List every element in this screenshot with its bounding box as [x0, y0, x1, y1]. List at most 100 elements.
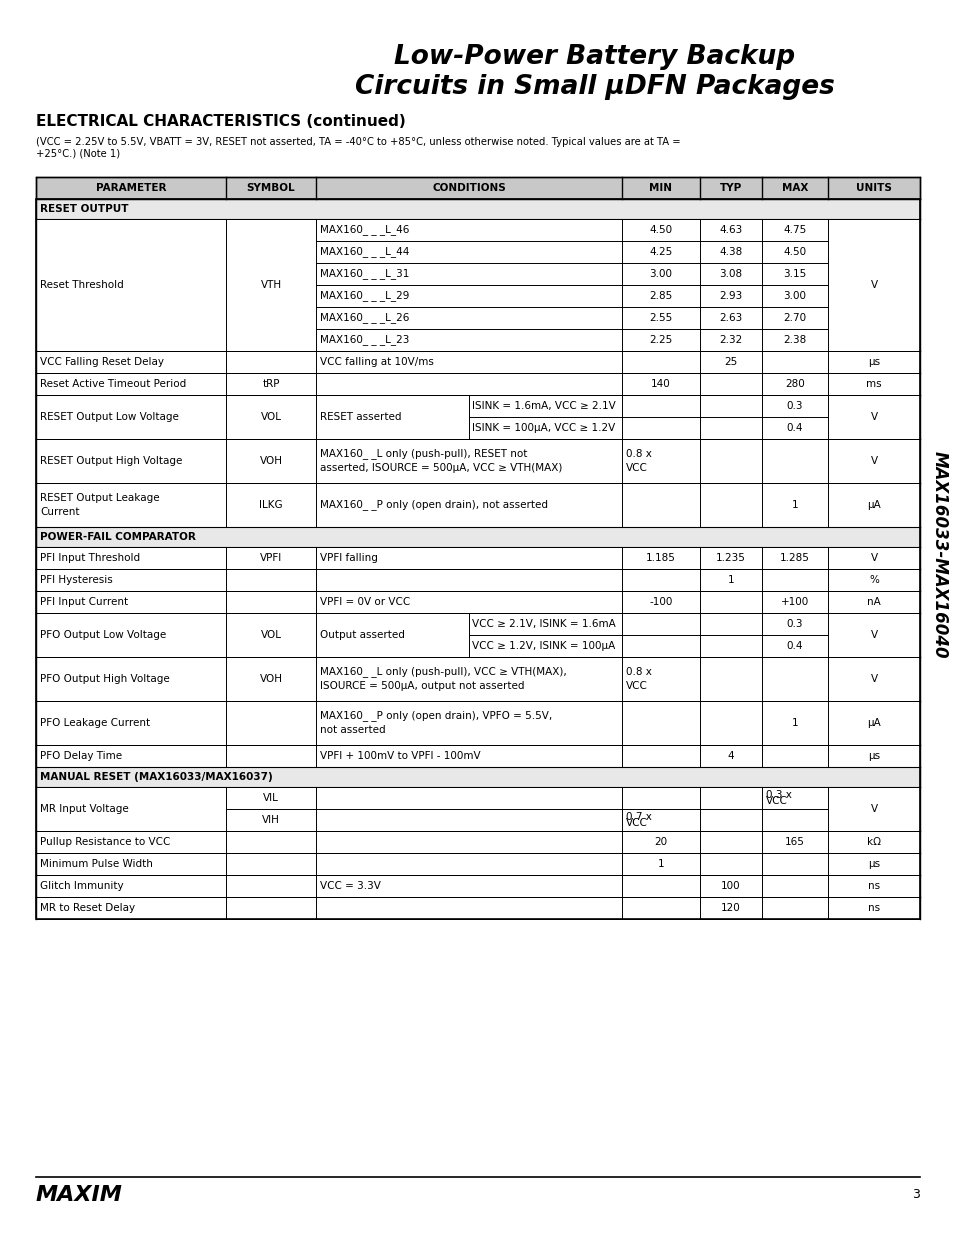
Text: ILKG: ILKG [259, 500, 282, 510]
Text: 0.3 x: 0.3 x [765, 789, 791, 800]
Text: 0.3: 0.3 [786, 401, 802, 411]
Text: nA: nA [866, 597, 880, 606]
Text: 2.55: 2.55 [649, 312, 672, 324]
Text: RESET asserted: RESET asserted [319, 412, 401, 422]
Text: 2.63: 2.63 [719, 312, 741, 324]
Text: VIH: VIH [262, 815, 279, 825]
Bar [36, 438, 919, 483]
Text: ms: ms [865, 379, 881, 389]
Bar [36, 767, 919, 787]
Text: RESET Output Leakage: RESET Output Leakage [40, 493, 159, 503]
Text: VCC: VCC [765, 797, 787, 806]
Text: PFO Output Low Voltage: PFO Output Low Voltage [40, 630, 166, 640]
Text: MAX160_ _ _L_31: MAX160_ _ _L_31 [319, 268, 409, 279]
Text: RESET OUTPUT: RESET OUTPUT [40, 204, 129, 214]
Text: μA: μA [866, 500, 880, 510]
Text: 2.93: 2.93 [719, 291, 741, 301]
Text: V: V [869, 553, 877, 563]
Text: PFI Input Threshold: PFI Input Threshold [40, 553, 140, 563]
Bar [36, 527, 919, 547]
Text: VCC ≥ 1.2V, ISINK = 100μA: VCC ≥ 1.2V, ISINK = 100μA [472, 641, 615, 651]
Text: 3: 3 [911, 1188, 919, 1202]
Text: 0.3: 0.3 [786, 619, 802, 629]
Text: 0.4: 0.4 [786, 424, 802, 433]
Text: μA: μA [866, 718, 880, 727]
Bar [36, 373, 919, 395]
Text: MR Input Voltage: MR Input Voltage [40, 804, 129, 814]
Text: 4.75: 4.75 [782, 225, 806, 235]
Bar [36, 787, 919, 831]
Text: Reset Active Timeout Period: Reset Active Timeout Period [40, 379, 186, 389]
Text: MAX160_ _ _L_29: MAX160_ _ _L_29 [319, 290, 409, 301]
Text: 4.50: 4.50 [782, 247, 805, 257]
Text: 1.185: 1.185 [645, 553, 676, 563]
Text: 4.25: 4.25 [649, 247, 672, 257]
Text: μs: μs [867, 751, 879, 761]
Text: VOH: VOH [259, 456, 282, 466]
Bar [36, 613, 919, 657]
Text: TYP: TYP [720, 183, 741, 193]
Text: VOH: VOH [259, 674, 282, 684]
Text: 120: 120 [720, 903, 740, 913]
Bar [36, 853, 919, 876]
Text: μs: μs [867, 860, 879, 869]
Text: PFI Hysteresis: PFI Hysteresis [40, 576, 112, 585]
Text: VPFI: VPFI [259, 553, 282, 563]
Bar [36, 483, 919, 527]
Bar [36, 592, 919, 613]
Text: VPFI = 0V or VCC: VPFI = 0V or VCC [319, 597, 410, 606]
Text: kΩ: kΩ [866, 837, 880, 847]
Text: VCC Falling Reset Delay: VCC Falling Reset Delay [40, 357, 164, 367]
Text: 1.235: 1.235 [716, 553, 745, 563]
Text: ns: ns [867, 881, 879, 890]
Text: 1: 1 [727, 576, 734, 585]
Text: MAX160_ _P only (open drain), VPFO = 5.5V,: MAX160_ _P only (open drain), VPFO = 5.5… [319, 710, 552, 721]
Text: 2.25: 2.25 [649, 335, 672, 345]
Text: 3.00: 3.00 [649, 269, 672, 279]
Text: 25: 25 [723, 357, 737, 367]
Bar [36, 657, 919, 701]
Text: Minimum Pulse Width: Minimum Pulse Width [40, 860, 152, 869]
Text: MAX160_ _ _L_46: MAX160_ _ _L_46 [319, 225, 409, 236]
Text: MAXIM: MAXIM [36, 1186, 123, 1205]
Text: MAX160_ _L only (push-pull), VCC ≥ VTH(MAX),: MAX160_ _L only (push-pull), VCC ≥ VTH(M… [319, 666, 566, 677]
Bar [36, 177, 919, 199]
Bar [36, 569, 919, 592]
Text: 2.85: 2.85 [649, 291, 672, 301]
Text: VPFI falling: VPFI falling [319, 553, 377, 563]
Text: 3.15: 3.15 [782, 269, 806, 279]
Text: MANUAL RESET (MAX16033/MAX16037): MANUAL RESET (MAX16033/MAX16037) [40, 772, 273, 782]
Bar [36, 745, 919, 767]
Bar [36, 831, 919, 853]
Text: VOL: VOL [260, 412, 281, 422]
Text: 20: 20 [654, 837, 667, 847]
Text: VOL: VOL [260, 630, 281, 640]
Text: 3.00: 3.00 [782, 291, 805, 301]
Text: VIL: VIL [263, 793, 278, 803]
Text: V: V [869, 412, 877, 422]
Text: Reset Threshold: Reset Threshold [40, 280, 124, 290]
Text: PFO Leakage Current: PFO Leakage Current [40, 718, 150, 727]
Text: 2.38: 2.38 [782, 335, 806, 345]
Text: VCC: VCC [625, 819, 647, 829]
Text: V: V [869, 280, 877, 290]
Text: POWER-FAIL COMPARATOR: POWER-FAIL COMPARATOR [40, 532, 195, 542]
Bar [36, 219, 919, 351]
Text: asserted, ISOURCE = 500μA, VCC ≥ VTH(MAX): asserted, ISOURCE = 500μA, VCC ≥ VTH(MAX… [319, 463, 561, 473]
Text: 0.4: 0.4 [786, 641, 802, 651]
Text: MAX160_ _ _L_26: MAX160_ _ _L_26 [319, 312, 409, 324]
Text: MAX16033-MAX16040: MAX16033-MAX16040 [930, 451, 948, 658]
Text: MAX160_ _L only (push-pull), RESET not: MAX160_ _L only (push-pull), RESET not [319, 448, 527, 459]
Text: +100: +100 [781, 597, 808, 606]
Text: ISINK = 100μA, VCC ≥ 1.2V: ISINK = 100μA, VCC ≥ 1.2V [472, 424, 615, 433]
Text: ISOURCE = 500μA, output not asserted: ISOURCE = 500μA, output not asserted [319, 682, 524, 692]
Text: ISINK = 1.6mA, VCC ≥ 2.1V: ISINK = 1.6mA, VCC ≥ 2.1V [472, 401, 615, 411]
Text: MAX: MAX [781, 183, 807, 193]
Text: 0.8 x: 0.8 x [625, 667, 651, 677]
Text: μs: μs [867, 357, 879, 367]
Bar [36, 395, 919, 438]
Text: VCC: VCC [625, 463, 647, 473]
Bar [36, 547, 919, 569]
Text: VPFI + 100mV to VPFI - 100mV: VPFI + 100mV to VPFI - 100mV [319, 751, 480, 761]
Text: (VCC = 2.25V to 5.5V, VBATT = 3V, RESET not asserted, TA = -40°C to +85°C, unles: (VCC = 2.25V to 5.5V, VBATT = 3V, RESET … [36, 137, 679, 147]
